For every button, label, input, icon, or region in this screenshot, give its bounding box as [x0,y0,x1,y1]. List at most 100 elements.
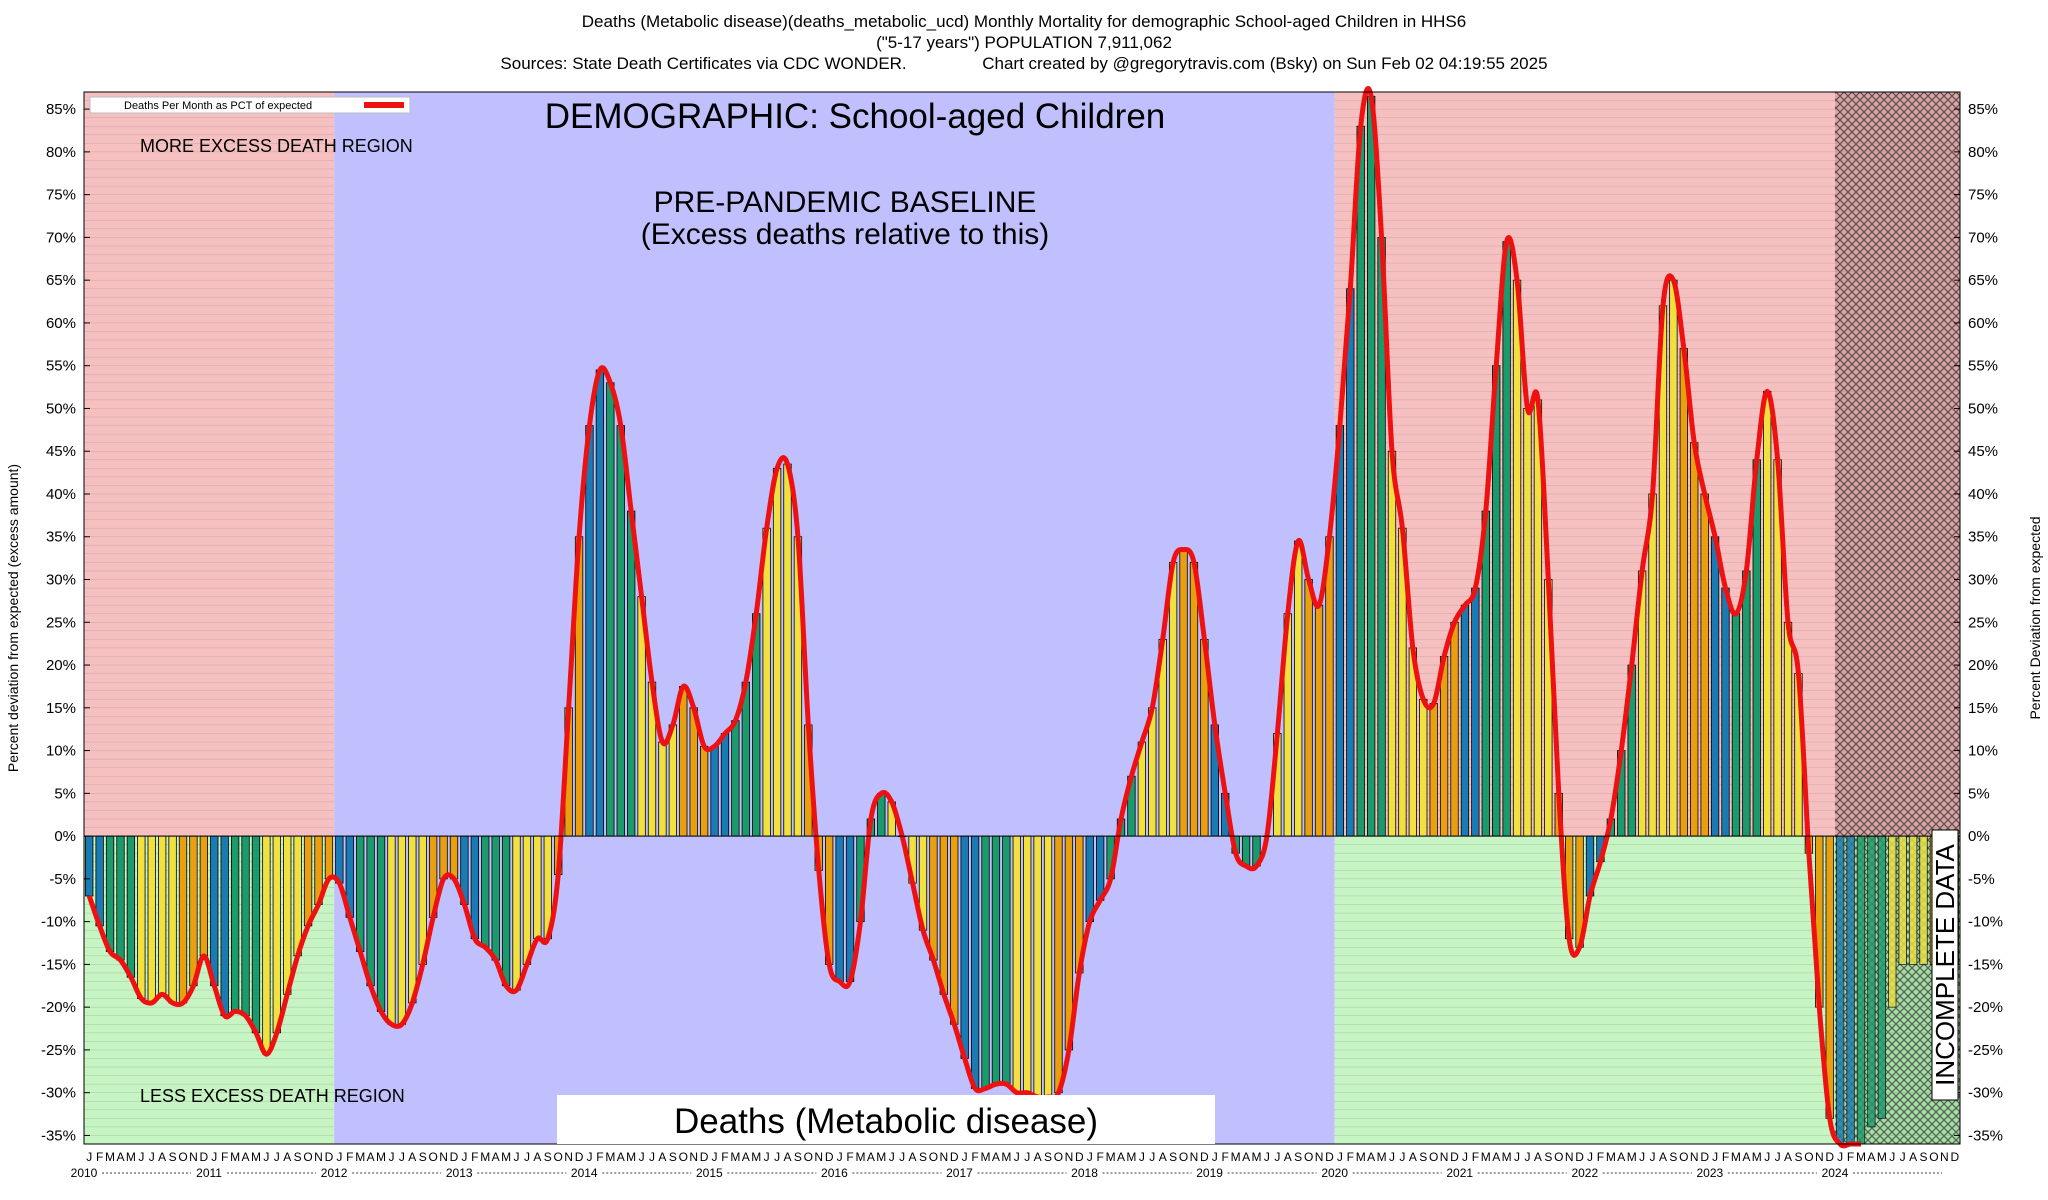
x-tick-month: J [1337,1150,1343,1164]
x-tick-month: J [388,1150,394,1164]
y-tick-label-left: 10% [46,743,76,760]
bar [1669,279,1678,837]
bar [283,835,292,995]
x-tick-year: 2019 [1196,1166,1223,1180]
x-tick-month: N [814,1150,823,1164]
x-tick-year: 2021 [1446,1166,1473,1180]
x-tick-month: M [376,1150,386,1164]
x-tick-month: F [721,1150,728,1164]
x-tick-month: J [899,1150,905,1164]
x-tick-month: J [1775,1150,1781,1164]
bar [1731,613,1741,837]
bar [303,835,313,927]
x-tick-month: D [200,1150,209,1164]
bar [85,835,94,897]
bar [835,835,844,982]
x-tick-month: J [1514,1150,1520,1164]
x-tick-month: S [419,1150,427,1164]
x-tick-month: S [294,1150,302,1164]
x-tick-month: A [1284,1150,1292,1164]
y-tick-label-left: -20% [41,999,76,1016]
bar [272,835,281,1034]
bar [950,835,959,1025]
y-tick-label-left: 60% [46,315,76,332]
bar [147,835,156,1004]
bar [230,835,240,1012]
x-tick-month: M [1126,1150,1136,1164]
x-tick-year: 2012 [321,1166,348,1180]
y-tick-label-right: 20% [1968,657,1998,674]
x-tick-month: N [939,1150,948,1164]
bar [1387,450,1397,837]
bar [1460,604,1470,837]
y-tick-label-left: -30% [41,1085,76,1102]
x-tick-month: J [1212,1150,1218,1164]
x-tick-month: O [428,1150,437,1164]
bar [1742,570,1751,837]
y-tick-label-right: 35% [1968,529,1998,546]
x-tick-month: M [1001,1150,1011,1164]
bar [533,835,542,940]
x-tick-month: M [1877,1150,1887,1164]
x-tick-month: J [837,1150,843,1164]
x-tick-month: D [450,1150,459,1164]
bar [772,467,782,837]
bar [1919,835,1928,965]
x-tick-month: J [1639,1150,1645,1164]
bar [137,835,146,1000]
x-tick-month: D [1200,1150,1209,1164]
x-tick-month: J [1139,1150,1145,1164]
x-tick-year: 2014 [571,1166,598,1180]
x-tick-month: J [274,1150,280,1164]
bar [981,835,990,1089]
y-tick-label-left: 50% [46,400,76,417]
y-tick-label-right: 85% [1968,101,1998,118]
bar [1033,835,1042,1098]
x-tick-month: A [1659,1150,1667,1164]
x-tick-month: M [876,1150,886,1164]
x-tick-month: M [251,1150,261,1164]
bar [1679,348,1688,837]
bar [376,835,386,1012]
bar [1043,835,1053,1098]
y-axis-label-right: Percent Deviation from expected [2027,516,2043,719]
incomplete-label-box [1931,829,1959,1101]
x-tick-month: M [1627,1150,1637,1164]
bar [178,835,188,1004]
y-tick-label-right: -20% [1968,999,2003,1016]
x-tick-month: O [1679,1150,1688,1164]
bar [116,835,125,961]
x-tick-month: F [1722,1150,1729,1164]
x-tick-month: J [514,1150,520,1164]
x-tick-month: S [1169,1150,1177,1164]
x-tick-month: D [1450,1150,1459,1164]
incomplete-label: INCOMPLETE DATA [1930,843,1960,1085]
bar [481,835,490,948]
y-tick-label-left: 45% [46,443,76,460]
bar [1366,95,1376,837]
x-tick-month: A [367,1150,375,1164]
bar [1325,536,1334,837]
x-tick-month: M [1252,1150,1262,1164]
x-tick-month: M [605,1150,615,1164]
x-tick-year: 2023 [1697,1166,1724,1180]
x-tick-month: D [325,1150,334,1164]
y-tick-label-right: 0% [1968,828,1990,845]
x-tick-month: N [1565,1150,1574,1164]
x-tick-month: J [149,1150,155,1164]
bar [1877,835,1886,1119]
x-tick-month: S [1920,1150,1928,1164]
y-tick-label-left: 55% [46,358,76,375]
x-tick-year: 2016 [821,1166,848,1180]
x-tick-month: A [1617,1150,1625,1164]
x-tick-month: A [1742,1150,1750,1164]
bar [324,835,334,880]
x-tick-month: D [1325,1150,1334,1164]
x-tick-month: J [211,1150,217,1164]
bar [679,686,688,837]
x-tick-month: J [774,1150,780,1164]
x-tick-month: O [554,1150,563,1164]
x-tick-month: F [1222,1150,1229,1164]
x-tick-month: O [804,1150,813,1164]
bar [783,463,792,837]
